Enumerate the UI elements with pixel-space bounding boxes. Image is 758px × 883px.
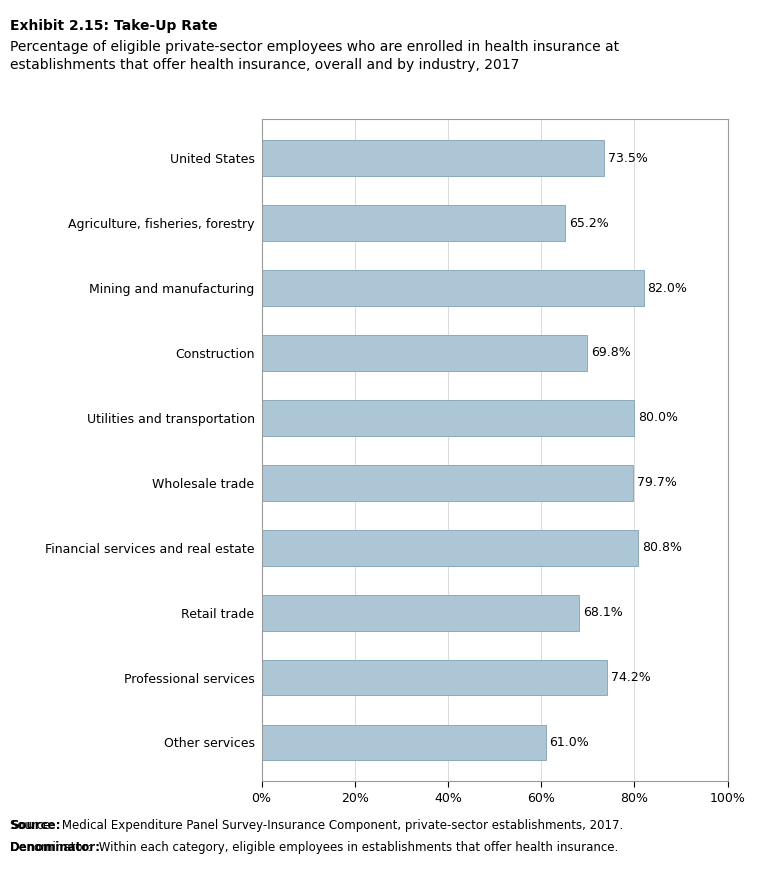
Bar xyxy=(262,205,565,241)
Text: Source:  Medical Expenditure Panel Survey-Insurance Component, private-sector es: Source: Medical Expenditure Panel Survey… xyxy=(10,819,623,833)
Text: 73.5%: 73.5% xyxy=(608,152,648,164)
Bar xyxy=(262,465,633,501)
Bar xyxy=(262,660,607,696)
Bar xyxy=(262,725,546,760)
Text: Denominator:: Denominator: xyxy=(10,841,101,854)
Bar xyxy=(262,335,587,371)
Text: 69.8%: 69.8% xyxy=(590,346,631,359)
Text: 80.0%: 80.0% xyxy=(638,411,678,425)
Text: 68.1%: 68.1% xyxy=(583,606,622,619)
Bar xyxy=(262,530,638,566)
Text: 65.2%: 65.2% xyxy=(569,216,609,230)
Text: 79.7%: 79.7% xyxy=(637,476,677,489)
Text: 82.0%: 82.0% xyxy=(647,282,688,295)
Text: 74.2%: 74.2% xyxy=(611,671,651,684)
Bar xyxy=(262,140,604,176)
Text: 61.0%: 61.0% xyxy=(550,736,590,749)
Text: Denominator:  Within each category, eligible employees in establishments that of: Denominator: Within each category, eligi… xyxy=(10,841,618,854)
Text: 80.8%: 80.8% xyxy=(642,541,682,555)
Bar xyxy=(262,595,579,630)
Bar xyxy=(262,270,644,306)
Bar xyxy=(262,400,634,435)
Text: Source:: Source: xyxy=(10,819,61,833)
Text: Exhibit 2.15: Take-Up Rate: Exhibit 2.15: Take-Up Rate xyxy=(10,19,218,34)
Text: Percentage of eligible private-sector employees who are enrolled in health insur: Percentage of eligible private-sector em… xyxy=(10,40,619,72)
